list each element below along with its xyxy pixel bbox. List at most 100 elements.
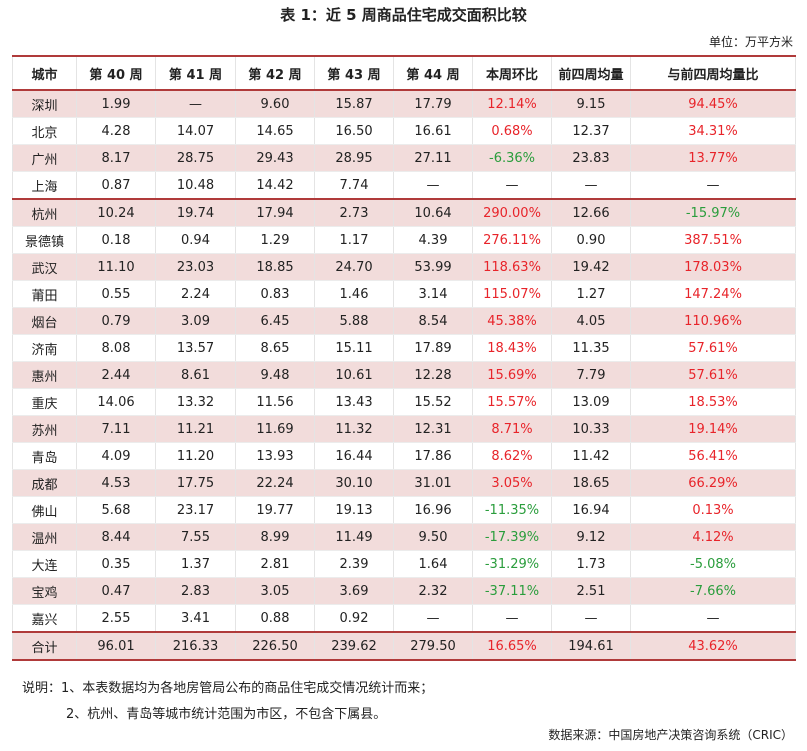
value-cell: 31.01 [393, 469, 473, 497]
value-cell: — [393, 171, 473, 200]
value-cell: 0.13% [630, 496, 796, 524]
value-cell: 8.62% [472, 442, 552, 470]
value-cell: 12.66 [551, 198, 631, 227]
city-cell: 北京 [12, 117, 77, 145]
value-cell: 19.13 [314, 496, 394, 524]
value-cell: 0.68% [472, 117, 552, 145]
value-cell: 1.29 [235, 226, 315, 254]
value-cell: 13.57 [155, 334, 236, 362]
value-cell: 9.15 [551, 90, 631, 118]
value-cell: -11.35% [472, 496, 552, 524]
value-cell: 3.05 [235, 577, 315, 605]
city-cell: 嘉兴 [12, 604, 77, 633]
value-cell: 3.14 [393, 280, 473, 308]
value-cell: 16.50 [314, 117, 394, 145]
value-cell: 30.10 [314, 469, 394, 497]
value-cell: — [472, 604, 552, 633]
value-cell: 17.79 [393, 90, 473, 118]
value-cell: — [393, 604, 473, 633]
value-cell: 0.83 [235, 280, 315, 308]
value-cell: 10.48 [155, 171, 236, 200]
value-cell: 2.73 [314, 198, 394, 227]
value-cell: 2.83 [155, 577, 236, 605]
value-cell: 13.43 [314, 388, 394, 416]
value-cell: 9.60 [235, 90, 315, 118]
city-cell: 合计 [12, 631, 77, 661]
city-cell: 武汉 [12, 253, 77, 281]
value-cell: 0.35 [76, 550, 156, 578]
value-cell: 1.99 [76, 90, 156, 118]
value-cell: 2.51 [551, 577, 631, 605]
header-cell: 第 40 周 [76, 55, 156, 91]
value-cell: 10.61 [314, 361, 394, 389]
value-cell: 19.74 [155, 198, 236, 227]
value-cell: 8.44 [76, 523, 156, 551]
value-cell: 2.39 [314, 550, 394, 578]
value-cell: 1.27 [551, 280, 631, 308]
value-cell: 11.20 [155, 442, 236, 470]
value-cell: 28.75 [155, 144, 236, 172]
value-cell: 3.41 [155, 604, 236, 633]
city-cell: 苏州 [12, 415, 77, 443]
value-cell: 10.24 [76, 198, 156, 227]
value-cell: 17.94 [235, 198, 315, 227]
value-cell: 19.42 [551, 253, 631, 281]
header-cell: 前四周均量 [551, 55, 631, 91]
value-cell: 0.92 [314, 604, 394, 633]
table-row: 宝鸡 0.47 2.83 3.05 3.69 2.32 -37.11% 2.51 -7.66% [12, 577, 796, 605]
value-cell: 14.06 [76, 388, 156, 416]
value-cell: 194.61 [551, 631, 631, 661]
value-cell: 7.55 [155, 523, 236, 551]
value-cell: 0.47 [76, 577, 156, 605]
value-cell: 23.83 [551, 144, 631, 172]
table-row: 温州 8.44 7.55 8.99 11.49 9.50 -17.39% 9.12 4.12% [12, 523, 796, 551]
table-row: 大连 0.35 1.37 2.81 2.39 1.64 -31.29% 1.73 -5.08% [12, 550, 796, 578]
value-cell: 0.94 [155, 226, 236, 254]
value-cell: 115.07% [472, 280, 552, 308]
value-cell: 23.17 [155, 496, 236, 524]
value-cell: 2.32 [393, 577, 473, 605]
header-cell: 第 44 周 [393, 55, 473, 91]
table-row: 景德镇 0.18 0.94 1.29 1.17 4.39 276.11% 0.90 387.51… [12, 226, 796, 254]
value-cell: 0.88 [235, 604, 315, 633]
value-cell: 8.17 [76, 144, 156, 172]
value-cell: 13.77% [630, 144, 796, 172]
table-title: 表 1：近 5 周商品住宅成交面积比较 [280, 6, 527, 24]
value-cell: 4.28 [76, 117, 156, 145]
value-cell: 10.64 [393, 198, 473, 227]
value-cell: 15.87 [314, 90, 394, 118]
table-header: 城市第 40 周第 41 周第 42 周第 43 周第 44 周本周环比 前四周均… [12, 55, 796, 91]
table-row: 苏州 7.11 11.21 11.69 11.32 12.31 8.71% 10.33 19.1… [12, 415, 796, 443]
value-cell: 11.42 [551, 442, 631, 470]
table-row: 深圳 1.99—9.60 15.87 17.79 12.14% 9.15 94.45% [12, 90, 796, 118]
value-cell: 110.96% [630, 307, 796, 335]
table-row: 上海 0.87 10.48 14.42 7.74— — — — [12, 171, 796, 200]
value-cell: 14.42 [235, 171, 315, 200]
value-cell: 18.85 [235, 253, 315, 281]
table-row: 重庆 14.06 13.32 11.56 13.43 15.52 15.57% 13.09 18… [12, 388, 796, 416]
value-cell: 2.24 [155, 280, 236, 308]
value-cell: 216.33 [155, 631, 236, 661]
note: 说明：1、本表数据均为各地房管局公布的商品住宅成交情况统计而来； [22, 681, 434, 696]
value-cell: 12.37 [551, 117, 631, 145]
table-row: 广州 8.17 28.75 29.43 28.95 27.11 -6.36% 23.83 13.… [12, 144, 796, 172]
value-cell: 11.10 [76, 253, 156, 281]
value-cell: 16.94 [551, 496, 631, 524]
value-cell: 19.77 [235, 496, 315, 524]
value-cell: 1.64 [393, 550, 473, 578]
table-row: 北京 4.28 14.07 14.65 16.50 16.61 0.68% 12.37 34.3… [12, 117, 796, 145]
value-cell: 13.93 [235, 442, 315, 470]
city-cell: 温州 [12, 523, 77, 551]
value-cell: 12.14% [472, 90, 552, 118]
table-row: 佛山 5.68 23.17 19.77 19.13 16.96 -11.35% 16.94 0.… [12, 496, 796, 524]
value-cell: 8.08 [76, 334, 156, 362]
value-cell: 9.50 [393, 523, 473, 551]
value-cell: 1.73 [551, 550, 631, 578]
value-cell: 16.96 [393, 496, 473, 524]
value-cell: — [630, 604, 796, 633]
value-cell: 4.53 [76, 469, 156, 497]
value-cell: 4.09 [76, 442, 156, 470]
value-cell: -17.39% [472, 523, 552, 551]
city-cell: 广州 [12, 144, 77, 172]
value-cell: -31.29% [472, 550, 552, 578]
